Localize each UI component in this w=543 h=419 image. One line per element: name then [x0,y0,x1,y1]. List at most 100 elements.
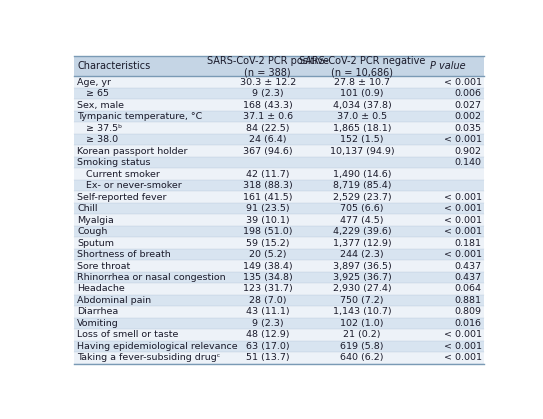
Bar [412,203,484,215]
Bar [412,306,484,318]
Bar [312,157,412,168]
Bar [224,352,312,364]
Bar [412,329,484,341]
Text: Vomiting: Vomiting [77,319,119,328]
Bar [412,157,484,168]
Text: P value: P value [431,62,466,72]
Text: SARS-CoV-2 PCR negative
(n = 10,686): SARS-CoV-2 PCR negative (n = 10,686) [299,56,425,77]
Bar [224,249,312,260]
Text: Smoking status: Smoking status [77,158,150,167]
Text: 2,930 (27.4): 2,930 (27.4) [333,285,392,293]
Bar [312,99,412,111]
Bar [412,168,484,180]
Bar [74,306,224,318]
Bar [74,122,224,134]
Bar [74,329,224,341]
Bar [224,215,312,226]
Text: Having epidemiological relevance: Having epidemiological relevance [77,342,238,351]
Text: 84 (22.5): 84 (22.5) [246,124,289,133]
Text: 0.437: 0.437 [454,261,482,271]
Bar [312,203,412,215]
Text: Sex, male: Sex, male [77,101,124,110]
Bar [224,237,312,249]
Bar [412,272,484,283]
Bar [312,226,412,237]
Bar [74,260,224,272]
Bar [312,306,412,318]
Text: Loss of smell or taste: Loss of smell or taste [77,331,179,339]
Text: 59 (15.2): 59 (15.2) [246,238,289,248]
Text: 91 (23.5): 91 (23.5) [246,204,289,213]
Bar [412,99,484,111]
Bar [224,134,312,145]
Bar [74,134,224,145]
Text: Sore throat: Sore throat [77,261,130,271]
Bar [412,191,484,203]
Text: 318 (88.3): 318 (88.3) [243,181,293,190]
Bar [224,76,312,88]
Bar [312,249,412,260]
Bar [224,341,312,352]
Bar [224,329,312,341]
Bar [224,88,312,99]
Text: Ex- or never-smoker: Ex- or never-smoker [77,181,182,190]
Bar [74,168,224,180]
Bar [312,272,412,283]
Text: 168 (43.3): 168 (43.3) [243,101,293,110]
Text: 27.8 ± 10.7: 27.8 ± 10.7 [334,78,390,87]
Text: 2,529 (23.7): 2,529 (23.7) [333,193,392,202]
Bar [74,145,224,157]
Bar [412,180,484,191]
Text: 8,719 (85.4): 8,719 (85.4) [333,181,392,190]
Text: 42 (11.7): 42 (11.7) [246,170,289,178]
Bar [312,191,412,203]
Bar [312,134,412,145]
Bar [74,88,224,99]
Bar [412,226,484,237]
Text: < 0.001: < 0.001 [444,331,482,339]
Bar [224,203,312,215]
Bar [312,57,412,76]
Text: 10,137 (94.9): 10,137 (94.9) [330,147,394,155]
Bar [312,329,412,341]
Bar [412,122,484,134]
Text: Korean passport holder: Korean passport holder [77,147,188,155]
Text: 3,925 (36.7): 3,925 (36.7) [333,273,392,282]
Text: Shortness of breath: Shortness of breath [77,250,171,259]
Text: Abdominal pain: Abdominal pain [77,296,151,305]
Text: 0.002: 0.002 [454,112,482,121]
Text: Characteristics: Characteristics [77,62,150,72]
Text: 51 (13.7): 51 (13.7) [246,353,289,362]
Text: 0.437: 0.437 [454,273,482,282]
Bar [312,295,412,306]
Bar [74,237,224,249]
Bar [312,352,412,364]
Text: 4,229 (39.6): 4,229 (39.6) [333,227,392,236]
Text: < 0.001: < 0.001 [444,135,482,144]
Text: 619 (5.8): 619 (5.8) [340,342,384,351]
Text: 1,490 (14.6): 1,490 (14.6) [333,170,392,178]
Bar [412,249,484,260]
Text: 152 (1.5): 152 (1.5) [340,135,384,144]
Text: Diarrhea: Diarrhea [77,308,118,316]
Text: 0.140: 0.140 [454,158,482,167]
Bar [312,341,412,352]
Bar [312,237,412,249]
Bar [74,283,224,295]
Text: < 0.001: < 0.001 [444,215,482,225]
Text: Sputum: Sputum [77,238,114,248]
Text: 24 (6.4): 24 (6.4) [249,135,287,144]
Text: 1,377 (12.9): 1,377 (12.9) [333,238,392,248]
Bar [312,168,412,180]
Text: 640 (6.2): 640 (6.2) [340,353,384,362]
Text: ≥ 37.5ᵇ: ≥ 37.5ᵇ [77,124,122,133]
Text: 135 (34.8): 135 (34.8) [243,273,293,282]
Bar [74,180,224,191]
Bar [312,260,412,272]
Text: 39 (10.1): 39 (10.1) [246,215,289,225]
Text: Current smoker: Current smoker [77,170,160,178]
Text: 37.1 ± 0.6: 37.1 ± 0.6 [243,112,293,121]
Text: 0.016: 0.016 [454,319,482,328]
Text: 0.902: 0.902 [454,147,482,155]
Bar [224,191,312,203]
